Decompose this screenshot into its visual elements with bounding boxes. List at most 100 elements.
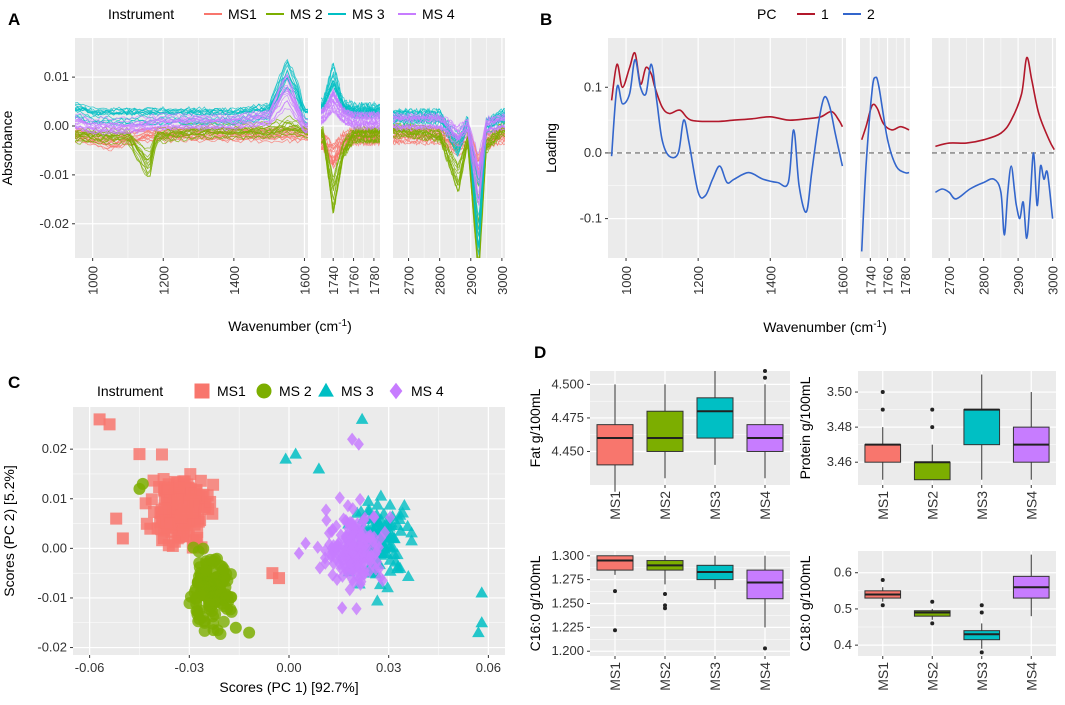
scatter-point [354, 492, 366, 507]
scatter-point [312, 462, 326, 474]
scatter-point [393, 512, 406, 525]
spectrum-line [393, 125, 505, 206]
x-tick-label: 0.03 [376, 660, 401, 675]
scatter-point [369, 510, 380, 524]
scatter-point [204, 553, 217, 566]
scatter-point [203, 597, 216, 610]
scatter-point [381, 581, 394, 593]
legend-key-marker [318, 382, 334, 397]
legend-key-marker [194, 383, 210, 399]
scatter-point [342, 499, 354, 513]
x-tick-label: 1200 [156, 266, 171, 295]
scatter-point [372, 538, 383, 553]
x-tick-label: 1740 [326, 266, 341, 295]
spectrum-line [321, 104, 380, 127]
x-tick-label: MS1 [875, 491, 891, 520]
scatter-point [312, 540, 323, 554]
x-tick-label: MS2 [924, 491, 940, 520]
scatter-point [335, 528, 346, 542]
spectrum-line [321, 63, 380, 112]
box-outlier [880, 390, 885, 395]
scatter-point [371, 594, 384, 606]
x-tick-label: 1600 [297, 266, 312, 295]
scatter-point [369, 547, 381, 561]
x-tick-label: MS2 [924, 662, 940, 691]
box-outlier [979, 603, 984, 608]
box-outlier [979, 610, 984, 615]
scatter-point [171, 491, 184, 504]
y-tick-label: 0.6 [834, 565, 852, 580]
scatter-point [383, 553, 397, 565]
scatter-points [93, 412, 489, 641]
scatter-point [220, 588, 233, 601]
x-axis-label-text: Wavenumber (cm [763, 319, 873, 335]
box-iqr [746, 569, 784, 600]
panel-labels: A B C D [8, 10, 552, 392]
x-tick-label: 1600 [835, 266, 850, 295]
scatter-point [331, 519, 342, 533]
x-tick-label: MS4 [1023, 491, 1039, 520]
box-outlier [930, 621, 935, 626]
spectrum-line [75, 138, 308, 150]
spectrum-line [321, 99, 380, 125]
spectrum-line [75, 90, 308, 128]
box-outlier [979, 650, 984, 655]
y-axis-label: C18:0 g/100mL [797, 555, 813, 651]
scatter-point [214, 628, 227, 641]
boxplot-panel [858, 551, 1056, 656]
box-outlier [613, 628, 617, 633]
x-tick-label: 2900 [1011, 266, 1026, 295]
y-tick-label: 0.5 [834, 601, 852, 616]
x-tick-label: 1400 [763, 266, 778, 295]
panel-label-d: D [534, 343, 546, 362]
scatter-point [348, 564, 359, 578]
spectrum-line [75, 133, 308, 158]
scatter-point [361, 494, 375, 506]
x-tick-label: 1760 [347, 266, 362, 295]
scatter-point [391, 548, 404, 560]
box-outlier [930, 599, 935, 604]
y-tick-label: 3.48 [827, 419, 852, 434]
scatter-point [394, 524, 408, 536]
x-tick-label: MS1 [607, 662, 623, 691]
scatter-point [347, 502, 358, 516]
y-tick-label: 4.500 [551, 376, 584, 391]
spectrum-line [321, 135, 380, 192]
x-tick-label: 1400 [227, 266, 242, 295]
legend-key-marker [256, 383, 272, 399]
scatter-point [391, 562, 404, 574]
x-tick-label: MS4 [757, 662, 773, 691]
scatter-point [147, 474, 160, 487]
y-tick-label: 0.0 [584, 145, 602, 160]
scatter-point [321, 513, 332, 527]
x-tick-label: 1740 [863, 266, 878, 295]
x-axis-label: Wavenumber (cm-1) [228, 318, 352, 335]
scatter-point [405, 526, 418, 538]
scatter-point [402, 569, 415, 582]
scatter-point [188, 487, 201, 500]
scatter-point [93, 413, 106, 426]
legend-entry-label: MS 4 [411, 383, 444, 399]
scatter-point [193, 613, 206, 626]
scatter-point [398, 499, 411, 511]
scatter-point [383, 498, 397, 510]
box-outlier [930, 425, 935, 430]
scatter-point [155, 448, 168, 461]
y-tick-label: 1.250 [551, 596, 584, 611]
box-iqr [596, 555, 634, 571]
spectrum-line [321, 91, 380, 121]
x-tick-label: 1780 [898, 266, 913, 295]
scatter-point [221, 602, 234, 615]
y-axis-label: Fat g/100mL [527, 388, 543, 467]
scatter-point [384, 510, 396, 524]
scatter-point [324, 537, 335, 551]
y-tick-label: 4.475 [551, 410, 584, 425]
y-tick-label: 1.225 [551, 619, 584, 634]
spectrum-line [393, 116, 505, 193]
scatter-point [326, 548, 337, 562]
x-axis-label: Wavenumber (cm-1) [763, 319, 887, 336]
scatter-point [330, 551, 341, 566]
x-axis-label-superscript: -1 [338, 318, 347, 329]
